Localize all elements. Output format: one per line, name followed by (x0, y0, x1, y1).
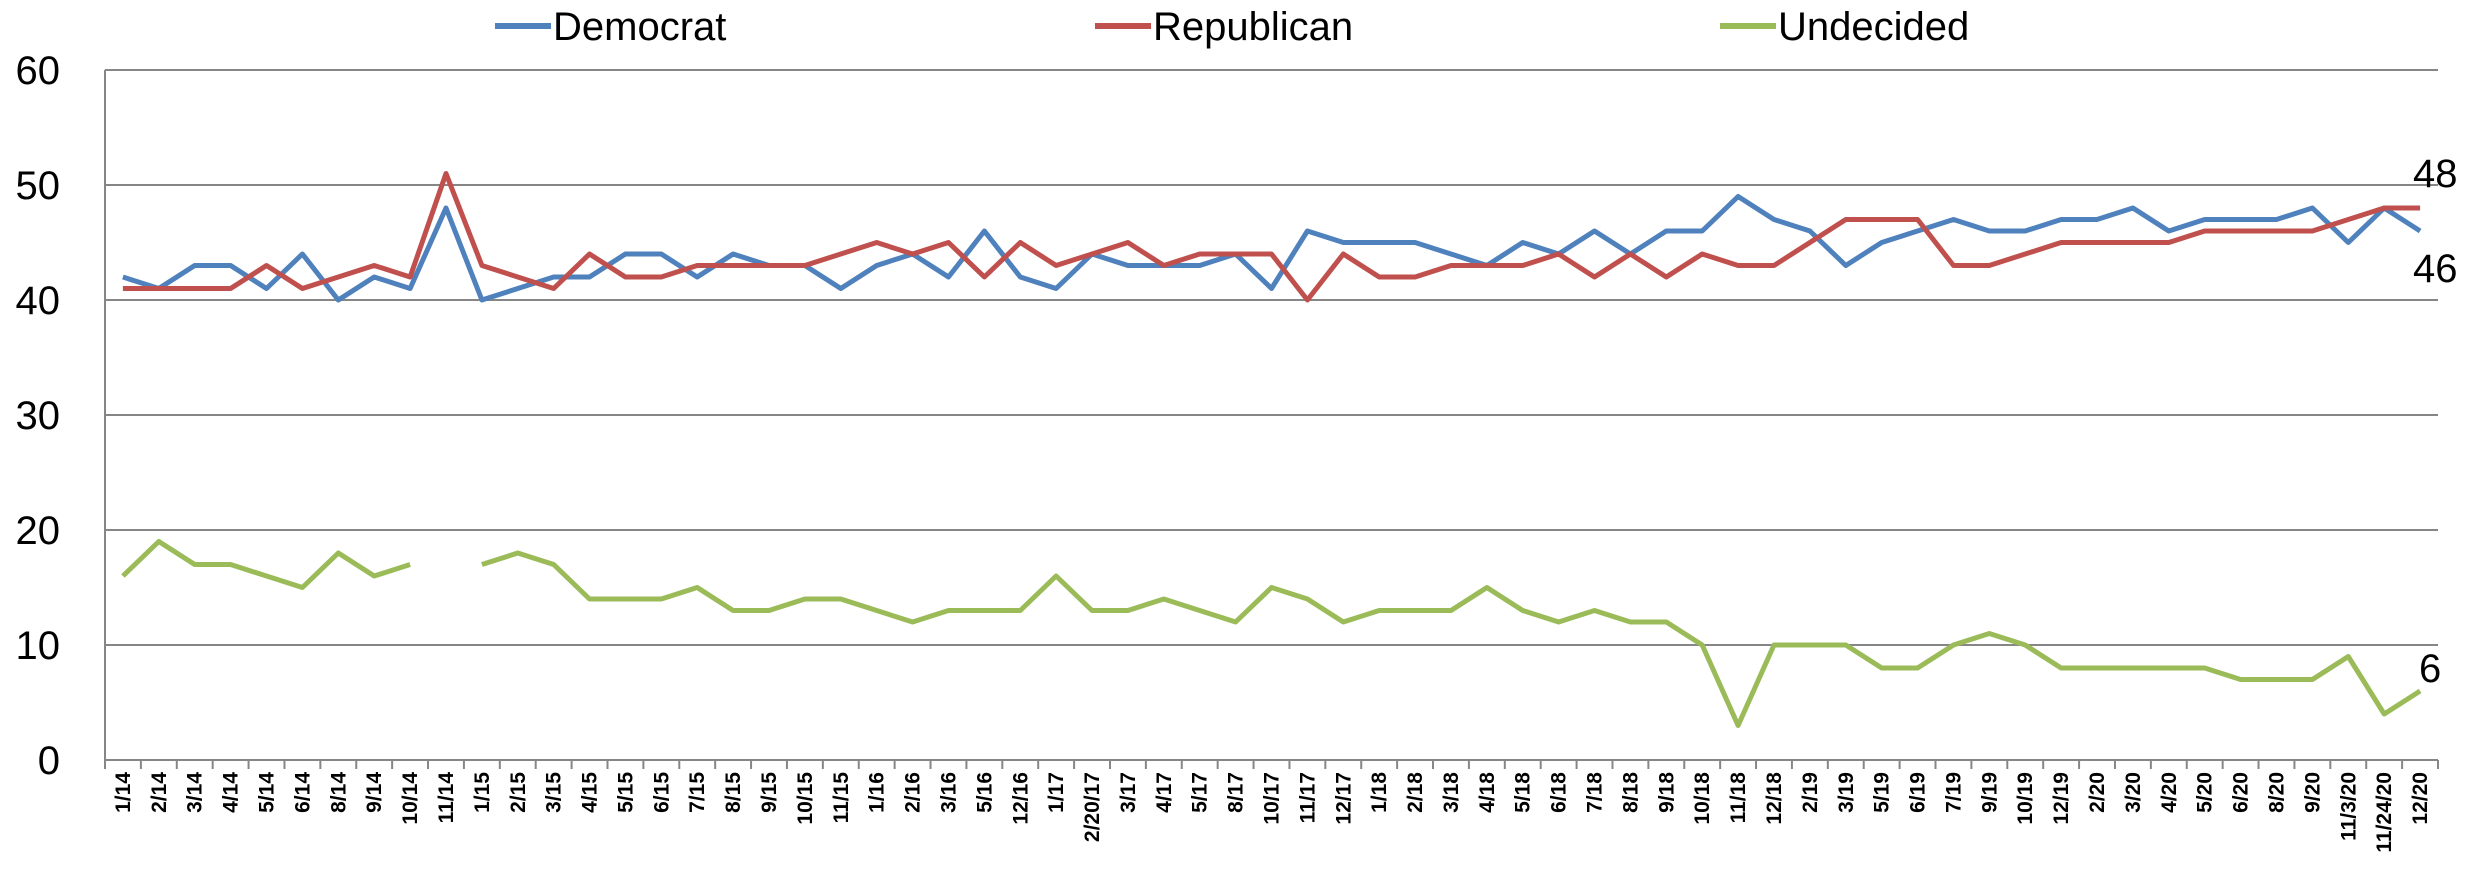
series-line-undecided (481, 550, 2422, 728)
x-tick-label: 5/17 (1189, 772, 1212, 813)
x-tick-label: 3/14 (184, 772, 207, 813)
x-tick-label: 3/19 (1835, 772, 1858, 813)
series-lines (121, 171, 2422, 728)
x-tick-label: 5/18 (1512, 772, 1535, 813)
series-line-republican (122, 171, 2421, 303)
y-axis-ticks: 0 10 20 30 40 50 60 (16, 49, 61, 783)
x-tick-label: 9/14 (363, 772, 386, 813)
x-tick-label: 12/17 (1332, 772, 1355, 825)
x-tick-label: 6/15 (650, 772, 673, 813)
x-tick-label: 2/20/17 (1081, 772, 1104, 842)
x-tick-label: 12/18 (1763, 772, 1786, 825)
x-tick-label: 2/16 (902, 772, 925, 813)
x-tick-label: 10/15 (794, 772, 817, 825)
legend-label-democrat: Democrat (553, 5, 726, 49)
x-tick-label: 9/19 (1978, 772, 2001, 813)
x-tick-label: 7/19 (1942, 772, 1965, 813)
legend-label-undecided: Undecided (1778, 5, 1969, 49)
x-tick-label: 4/17 (1153, 772, 1176, 813)
y-tick-label: 40 (16, 279, 61, 323)
x-tick-label: 12/20 (2409, 772, 2432, 825)
x-tick-label: 5/20 (2194, 772, 2217, 813)
x-tick-label: 10/19 (2014, 772, 2037, 825)
series-line-undecided (121, 539, 411, 590)
x-tick-label: 5/16 (973, 772, 996, 813)
x-axis-ticks: 1/14 2/14 3/14 4/14 5/14 6/14 8/14 9/14 10/14 11/… (104, 760, 2439, 853)
gridlines (104, 69, 2438, 761)
x-tick-label: 8/17 (1225, 772, 1248, 813)
x-tick-label: 3/17 (1117, 772, 1140, 813)
x-tick-label: 6/18 (1548, 772, 1571, 813)
end-label: 48 (2413, 152, 2458, 196)
x-tick-label: 1/16 (866, 772, 889, 813)
y-tick-label: 50 (16, 164, 61, 208)
end-label: 6 (2419, 647, 2441, 691)
x-tick-label: 2/19 (1799, 772, 1822, 813)
x-tick-label: 11/15 (830, 772, 853, 824)
x-tick-label: 5/14 (256, 772, 279, 813)
y-tick-label: 60 (16, 49, 61, 93)
x-tick-label: 1/15 (471, 772, 494, 813)
series-line-democrat (122, 194, 2422, 303)
x-tick-label: 12/16 (1009, 772, 1032, 825)
y-tick-label: 20 (16, 509, 61, 553)
x-tick-label: 5/15 (614, 772, 637, 813)
y-tick-label: 0 (38, 739, 60, 783)
legend: Democrat Republican Undecided (495, 5, 1969, 49)
x-tick-label: 6/14 (291, 772, 314, 813)
y-tick-label: 10 (16, 624, 61, 668)
x-tick-label: 11/18 (1727, 772, 1750, 824)
end-label: 46 (2413, 247, 2458, 291)
x-tick-label: 3/15 (543, 772, 566, 813)
x-tick-label: 1/17 (1045, 772, 1068, 813)
x-tick-label: 8/14 (327, 772, 350, 813)
x-tick-label: 8/18 (1619, 772, 1642, 813)
x-tick-label: 11/17 (1296, 772, 1319, 823)
x-tick-label: 2/20 (2086, 772, 2109, 813)
x-tick-label: 3/16 (937, 772, 960, 813)
x-tick-label: 5/19 (1871, 772, 1894, 813)
x-tick-label: 3/20 (2122, 772, 2145, 813)
x-tick-label: 4/15 (579, 772, 602, 813)
x-tick-label: 6/20 (2230, 772, 2253, 813)
end-labels: 48 46 6 (2413, 152, 2458, 691)
x-tick-label: 4/14 (220, 772, 243, 813)
x-tick-label: 8/20 (2265, 772, 2288, 813)
x-tick-label: 12/19 (2050, 772, 2073, 825)
x-tick-label: 8/15 (722, 772, 745, 813)
x-tick-label: 1/14 (112, 772, 135, 813)
x-tick-label: 2/18 (1404, 772, 1427, 813)
x-tick-label: 2/15 (507, 772, 530, 813)
x-tick-label: 7/15 (686, 772, 709, 813)
x-tick-label: 6/19 (1907, 772, 1930, 813)
x-tick-label: 11/3/20 (2337, 772, 2360, 841)
x-tick-label: 10/18 (1691, 772, 1714, 825)
x-tick-label: 7/18 (1584, 772, 1607, 813)
x-tick-label: 9/18 (1655, 772, 1678, 813)
legend-label-republican: Republican (1153, 5, 1353, 49)
x-tick-label: 10/17 (1261, 772, 1284, 825)
x-tick-label: 3/18 (1440, 772, 1463, 813)
x-tick-label: 4/20 (2158, 772, 2181, 813)
x-tick-label: 4/18 (1476, 772, 1499, 813)
x-tick-label: 11/24/20 (2373, 772, 2396, 853)
x-tick-label: 9/20 (2301, 772, 2324, 813)
x-tick-label: 2/14 (148, 772, 171, 813)
x-tick-label: 1/18 (1368, 772, 1391, 813)
y-tick-label: 30 (16, 394, 61, 438)
x-tick-label: 11/14 (435, 772, 458, 824)
x-tick-label: 9/15 (758, 772, 781, 813)
x-tick-label: 10/14 (399, 772, 422, 825)
